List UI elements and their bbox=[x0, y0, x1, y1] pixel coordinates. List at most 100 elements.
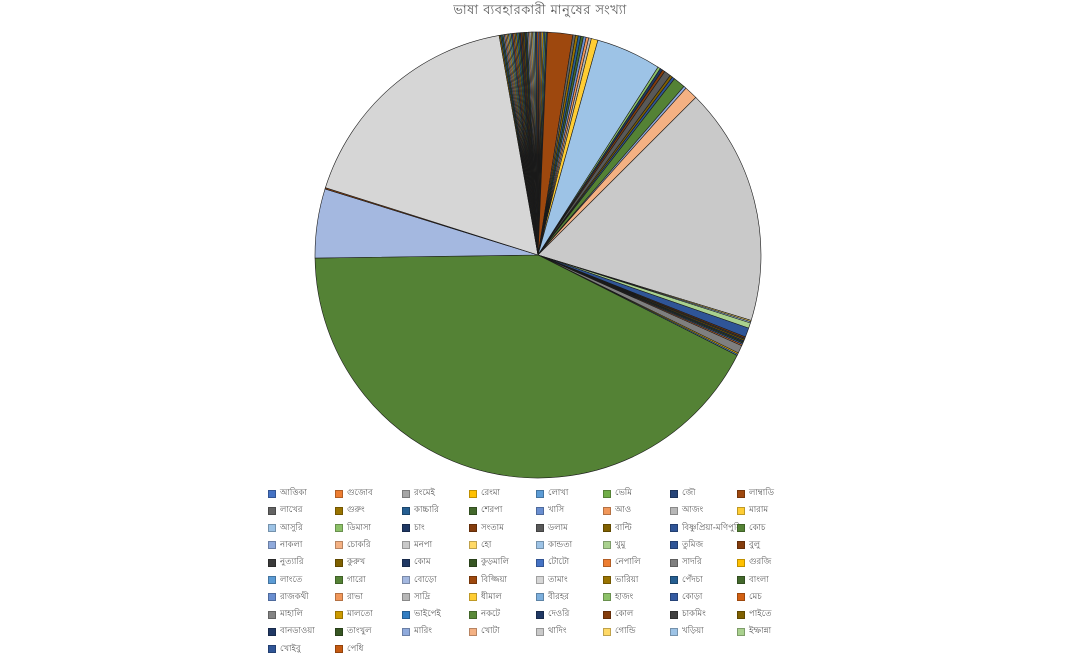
legend-swatch bbox=[670, 506, 678, 515]
legend-label: সংতাম bbox=[481, 522, 504, 533]
pie-slice-26 bbox=[537, 97, 762, 321]
legend-label: শেরপা bbox=[481, 505, 503, 516]
legend-label: পেঁদচা bbox=[682, 574, 703, 585]
legend-item: সাদ্রি bbox=[402, 591, 430, 604]
pie-slice-41 bbox=[314, 254, 738, 479]
legend-swatch bbox=[268, 558, 276, 567]
legend-swatch bbox=[402, 558, 410, 567]
legend-label: ধীমাল bbox=[481, 591, 502, 602]
pie-chart bbox=[314, 31, 762, 479]
legend-item: তাংখুল bbox=[335, 625, 371, 638]
legend-item: ইম্ফান্না bbox=[737, 625, 771, 638]
legend-item: খোইবু bbox=[268, 643, 301, 656]
legend-label: চাকমিং bbox=[682, 609, 706, 620]
legend-swatch bbox=[670, 558, 678, 567]
legend-label: খোটা bbox=[481, 626, 500, 637]
legend-label: সাদরি bbox=[682, 557, 702, 568]
legend-label: বানডাওয়া bbox=[280, 626, 315, 637]
pie-slice-44 bbox=[325, 35, 539, 256]
legend-swatch bbox=[402, 506, 410, 515]
legend-item: রাভা bbox=[335, 591, 363, 604]
legend-label: কুড়মালি bbox=[481, 557, 509, 568]
legend-swatch bbox=[469, 576, 477, 584]
legend-label: লোখা bbox=[548, 488, 569, 498]
legend-label: গোন্ডি bbox=[615, 626, 636, 637]
legend-swatch bbox=[402, 524, 410, 533]
legend-label: আও bbox=[615, 505, 632, 516]
legend-item: বোড়ো bbox=[402, 574, 437, 587]
legend-item: আও bbox=[603, 504, 631, 517]
legend-item: কোচ bbox=[737, 522, 765, 535]
legend-label: তামাং bbox=[548, 574, 568, 585]
legend-item: গুরুং bbox=[335, 504, 365, 517]
legend-item: বুলু bbox=[737, 539, 760, 552]
legend-swatch bbox=[603, 506, 611, 515]
legend-item: কাচ্চারি bbox=[402, 504, 439, 517]
legend-item: লাখের bbox=[268, 504, 302, 517]
legend-label: বিজ্জিয়া bbox=[481, 574, 507, 585]
legend-label: আসুরি bbox=[280, 522, 303, 533]
legend-item: মারিং bbox=[402, 625, 432, 638]
legend-swatch bbox=[603, 541, 611, 550]
legend-swatch bbox=[335, 558, 343, 567]
legend-item: চাং bbox=[402, 522, 425, 535]
legend-label: খাসি bbox=[548, 505, 565, 516]
legend-item: হো bbox=[469, 539, 491, 552]
legend-item: ধীমাল bbox=[469, 591, 502, 604]
legend-label: কোল bbox=[615, 609, 634, 620]
legend-item: তুমিজ bbox=[670, 539, 703, 552]
legend-swatch bbox=[603, 610, 611, 619]
legend-label: ইম্ফান্না bbox=[749, 626, 772, 637]
legend-swatch bbox=[469, 558, 477, 567]
legend-swatch bbox=[469, 541, 477, 550]
legend-label: বুলু bbox=[749, 539, 761, 550]
legend-label: নুত্যারি bbox=[280, 557, 304, 568]
legend-label: টোটো bbox=[548, 557, 570, 568]
legend-swatch bbox=[737, 524, 745, 533]
legend-swatch bbox=[536, 524, 544, 533]
legend-item: কুড়মালি bbox=[469, 556, 509, 569]
legend-item: আত্তিকা bbox=[268, 487, 307, 500]
legend-swatch bbox=[670, 541, 678, 550]
legend-label: রেংমা bbox=[481, 488, 500, 498]
legend-item: সংতাম bbox=[469, 522, 504, 535]
legend-label: বীরহর bbox=[548, 591, 569, 602]
legend-swatch bbox=[268, 610, 276, 619]
legend-label: বিষ্ণুপ্রিয়া-মণিপুরি bbox=[682, 522, 742, 533]
legend-item: কান্ডতা bbox=[536, 539, 572, 552]
legend-swatch bbox=[469, 489, 477, 498]
legend-item: টোটো bbox=[536, 556, 569, 569]
legend-swatch bbox=[335, 610, 343, 619]
legend-item: ভেমি bbox=[603, 487, 632, 500]
legend-item: কোম bbox=[402, 556, 431, 569]
legend-label: ডলাম bbox=[548, 522, 568, 533]
legend-label: আত্তিকা bbox=[280, 488, 307, 498]
legend-swatch bbox=[268, 593, 276, 602]
legend-label: কোচ bbox=[749, 522, 766, 533]
legend-label: গারো bbox=[347, 574, 366, 585]
legend-item: কোল bbox=[603, 608, 633, 621]
legend-item: গোন্ডি bbox=[603, 625, 636, 638]
pie-slice-73 bbox=[536, 31, 539, 256]
legend-label: তাংখুল bbox=[347, 626, 372, 637]
legend-label: থাদিং bbox=[548, 626, 567, 637]
legend-swatch bbox=[335, 506, 343, 515]
legend-label: তুমিজ bbox=[682, 539, 704, 550]
legend-swatch bbox=[469, 627, 477, 636]
legend-swatch bbox=[536, 627, 544, 636]
legend-label: দেওরি bbox=[548, 609, 570, 620]
legend-item: বাংলা bbox=[737, 574, 769, 587]
legend-label: মারিং bbox=[414, 626, 432, 637]
legend-label: চোকরি bbox=[347, 539, 371, 550]
pie-slices bbox=[314, 31, 762, 479]
legend-item: বীরহর bbox=[536, 591, 569, 604]
legend-label: মাহালি bbox=[280, 609, 303, 620]
legend-label: কাচ্চারি bbox=[414, 505, 439, 516]
legend-item: বানডাওয়া bbox=[268, 625, 315, 638]
legend-item: পাইতে bbox=[737, 608, 771, 621]
legend-label: কুরুখ bbox=[347, 557, 366, 568]
legend-item: নুত্যারি bbox=[268, 556, 304, 569]
legend-item: মাহালি bbox=[268, 608, 303, 621]
legend-item: শেরপা bbox=[469, 504, 502, 517]
legend-item: কুরুখ bbox=[335, 556, 365, 569]
